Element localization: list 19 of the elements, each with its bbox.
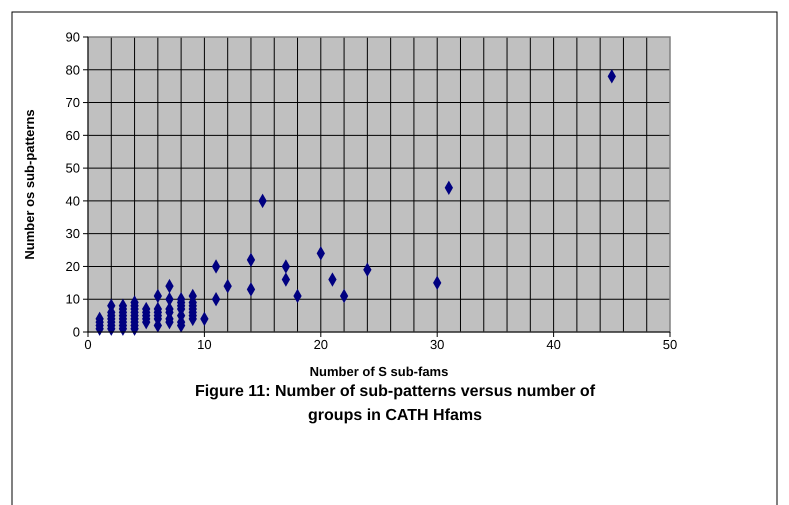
y-tick-label: 40	[66, 193, 80, 208]
x-axis-title: Number of S sub-fams	[310, 364, 448, 379]
y-tick-label: 50	[66, 160, 80, 176]
y-tick-label: 70	[66, 95, 80, 110]
x-tick-label: 0	[84, 337, 92, 352]
x-tick-label: 20	[314, 337, 328, 352]
y-axis-title: Number os sub-patterns	[22, 109, 37, 260]
y-tick-label: 80	[66, 62, 80, 78]
y-tick-label: 10	[66, 292, 80, 307]
y-tick-label: 0	[72, 324, 80, 340]
x-tick-label: 10	[197, 337, 212, 352]
y-tick-label: 20	[66, 258, 80, 274]
x-tick-label: 30	[430, 337, 444, 352]
y-tick-label: 60	[66, 128, 80, 143]
x-tick-label: 40	[546, 337, 561, 352]
x-tick-label: 50	[662, 337, 678, 352]
y-tick-label: 90	[66, 30, 80, 44]
text: Figure 11: Number of sub-patterns versus number of groups in CATH Hfams	[194, 383, 596, 424]
y-tick-label: 30	[66, 226, 80, 242]
